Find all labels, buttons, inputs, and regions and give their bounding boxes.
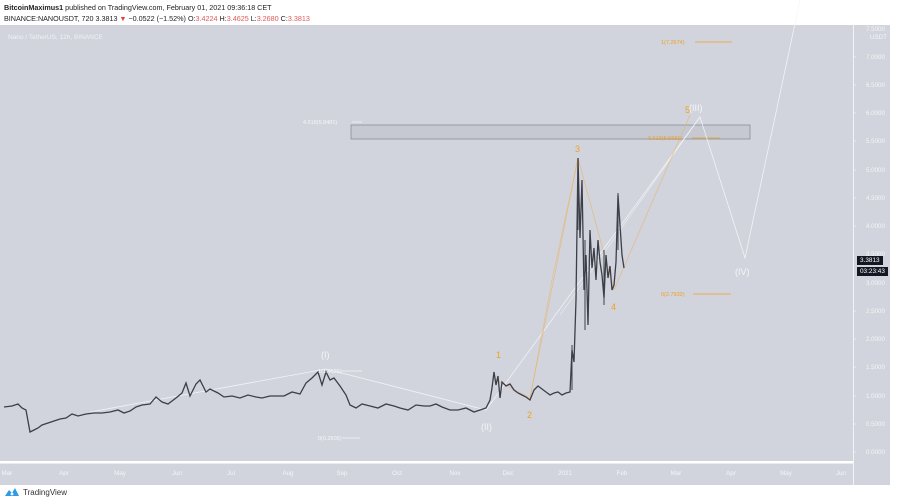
- tradingview-logo-icon: [5, 488, 19, 496]
- wave-label-IV: (IV): [735, 267, 750, 277]
- x-tick-dec: Dec: [502, 470, 514, 477]
- low-value: 3.2680: [256, 14, 279, 23]
- close-value: 3.3813: [287, 14, 310, 23]
- y-tick-0.5: 0.5000: [866, 421, 885, 428]
- open-label: O:: [187, 14, 196, 23]
- wave-label-3: 3: [575, 144, 580, 154]
- last-price-tag: 3.3813: [857, 256, 883, 265]
- price-axis[interactable]: [853, 25, 890, 485]
- open-value: 3.4224: [195, 14, 218, 23]
- fib-label-0-white: 0(0.2505): [318, 436, 342, 442]
- y-tick-4.5: 4.5000: [866, 195, 885, 202]
- high-label: H:: [219, 14, 227, 23]
- axis-currency: USDT: [870, 34, 887, 41]
- resistance-zone: [350, 124, 751, 140]
- y-tick-7.0: 7.0000: [866, 54, 885, 61]
- close-label: C:: [280, 14, 288, 23]
- publish-info: BitcoinMaximus1 published on TradingView…: [4, 3, 272, 13]
- y-tick-1.5: 1.5000: [866, 364, 885, 371]
- x-tick-may-2021: May: [780, 470, 792, 477]
- fib-label-1-white: 1(1.4626): [318, 369, 342, 375]
- x-tick-jun: Jun: [172, 470, 182, 477]
- x-tick-aug: Aug: [282, 470, 294, 477]
- x-tick-jun-2021: Jun: [836, 470, 846, 477]
- x-tick-jul: Jul: [227, 470, 235, 477]
- footer-brand[interactable]: TradingView: [4, 487, 67, 497]
- countdown-tag: 03:23:43: [857, 267, 888, 276]
- wave-label-II: (II): [481, 422, 492, 432]
- y-tick-2.5: 2.5000: [866, 308, 885, 315]
- fib-label-4618: 4.618(5.8481): [303, 120, 337, 126]
- y-tick-5.5: 5.5000: [866, 138, 885, 145]
- y-tick-5.0: 5.0000: [866, 167, 885, 174]
- x-tick-mar: Mar: [1, 470, 13, 477]
- x-tick-oct: Oct: [392, 470, 402, 477]
- wave-label-III: (III): [689, 103, 703, 113]
- x-tick-feb: Feb: [616, 470, 628, 477]
- wave-label-2: 2: [527, 410, 532, 420]
- x-tick-apr: Apr: [59, 470, 69, 477]
- chart-symbol-title: Nano / TetherUS, 12h, BINANCE: [8, 34, 103, 41]
- wave-label-1: 1: [496, 350, 501, 360]
- y-tick-3.5: 3.5000: [866, 251, 885, 258]
- fib-label-1-orange: 1(7.2674): [661, 40, 685, 46]
- ohlc-line: BINANCE:NANOUSDT, 720 3.3813 ▼ −0.0522 (…: [4, 14, 310, 25]
- published-text: published on TradingView.com, February 0…: [65, 3, 272, 12]
- y-tick-7.5: 7.5000: [866, 26, 885, 33]
- y-tick-3.0: 3.0000: [866, 280, 885, 287]
- x-tick-nov: Nov: [449, 470, 461, 477]
- x-tick-may: May: [114, 470, 126, 477]
- symbol-line: BINANCE:NANOUSDT, 720: [4, 14, 94, 23]
- x-tick-sep: Sep: [336, 470, 348, 477]
- y-tick-2.0: 2.0000: [866, 336, 885, 343]
- y-tick-1.0: 1.0000: [866, 393, 885, 400]
- author-name[interactable]: BitcoinMaximus1: [4, 3, 64, 12]
- chart-pane[interactable]: [0, 25, 853, 461]
- x-tick-mar-2021: Mar: [670, 470, 682, 477]
- price-line: [3, 157, 625, 433]
- white-wave-path: [89, 0, 801, 413]
- chart-area[interactable]: Nano / TetherUS, 12h, BINANCE: [0, 25, 900, 485]
- y-tick-6.5: 6.5000: [866, 82, 885, 89]
- wave-label-I: (I): [321, 350, 330, 360]
- fib-label-0618-orange: 0.618(5.5581): [648, 136, 682, 142]
- last-price: 3.3813: [95, 14, 118, 23]
- price-change: −0.0522 (−1.52%): [128, 14, 186, 23]
- y-tick-0.0: 0.0000: [866, 449, 885, 456]
- y-tick-6.0: 6.0000: [866, 110, 885, 117]
- low-label: L:: [250, 14, 257, 23]
- x-tick-2021: 2021: [558, 470, 572, 477]
- time-axis[interactable]: [0, 463, 853, 485]
- wave-label-5: 5: [685, 105, 690, 115]
- y-tick-4.0: 4.0000: [866, 223, 885, 230]
- fib-label-0-orange: 0(2.7932): [661, 292, 685, 298]
- down-arrow-icon: ▼: [119, 16, 127, 23]
- high-value: 3.4625: [226, 14, 249, 23]
- x-tick-apr-2021: Apr: [726, 470, 736, 477]
- brand-name: TradingView: [23, 487, 68, 497]
- wave-label-4: 4: [611, 302, 616, 312]
